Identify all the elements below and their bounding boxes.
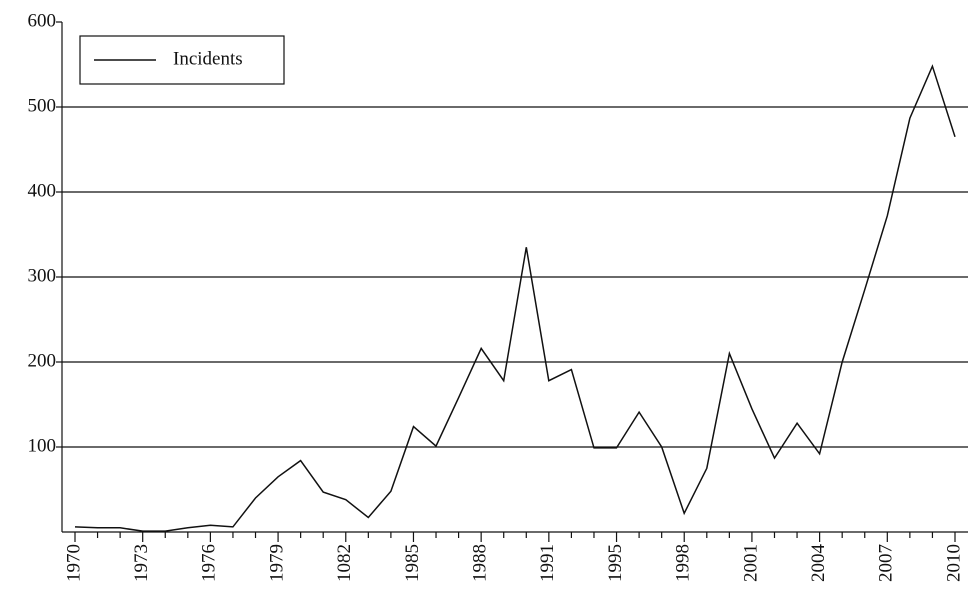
y-tick-label: 100 (28, 435, 57, 456)
x-tick-label: 1082 (334, 544, 355, 582)
x-tick-label: 1998 (673, 544, 694, 582)
y-tick-label: 500 (28, 95, 57, 116)
x-tick-label: 2001 (740, 544, 761, 582)
legend-label: Incidents (173, 48, 243, 69)
x-tick-label: 1970 (63, 544, 84, 582)
y-tick-label: 300 (28, 265, 57, 286)
x-tick-label: 1995 (605, 544, 626, 582)
x-tick-label: 1985 (402, 544, 423, 582)
x-tick-label: 1979 (266, 544, 287, 582)
y-tick-label: 400 (28, 180, 57, 201)
x-tick-label: 1976 (199, 544, 220, 582)
x-tick-label: 2007 (876, 544, 897, 582)
x-tick-label: 1988 (470, 544, 491, 582)
x-tick-label: 2010 (943, 544, 964, 582)
y-tick-label: 600 (28, 10, 57, 31)
x-tick-label: 2004 (808, 544, 829, 583)
line (74, 64, 956, 532)
x-tick-label: 1973 (131, 544, 152, 582)
y-tick-label: 200 (28, 350, 57, 371)
x-tick-label: 1991 (537, 544, 558, 582)
